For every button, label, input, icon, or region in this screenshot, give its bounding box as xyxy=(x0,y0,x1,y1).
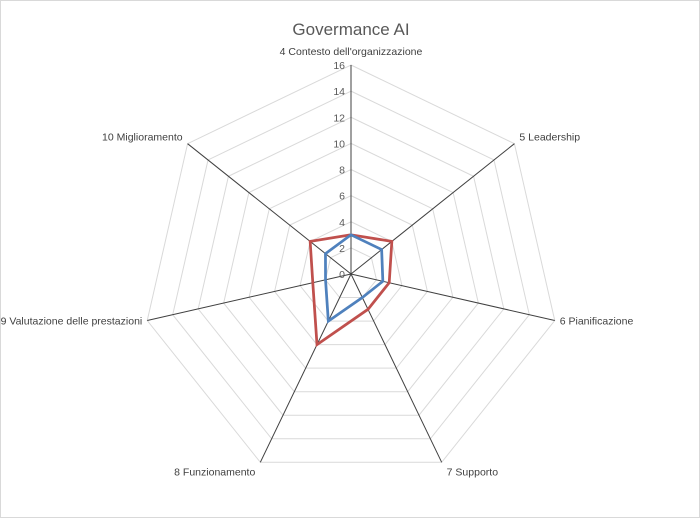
series-line-1 xyxy=(308,233,394,348)
category-label: 8 Funzionamento xyxy=(174,466,255,478)
gridline-ring xyxy=(248,168,454,369)
axis-spoke xyxy=(350,143,515,275)
category-label: 10 Miglioramento xyxy=(102,132,183,144)
category-label: 4 Contesto dell'organizzazione xyxy=(280,46,423,58)
axis-spoke xyxy=(350,273,443,463)
radial-tick-label: 12 xyxy=(333,112,345,124)
series-layer xyxy=(308,233,394,348)
radial-tick-label: 0 xyxy=(339,269,345,281)
tick-layer: 0 2 4 6 8 10 12 14 16 xyxy=(333,60,345,281)
axis-spoke xyxy=(147,273,352,321)
series-line-2 xyxy=(324,233,385,324)
gridline-ring xyxy=(197,116,505,416)
radial-tick-label: 2 xyxy=(339,243,345,255)
radial-tick-label: 14 xyxy=(333,86,345,98)
axis-layer xyxy=(147,65,555,463)
category-label: 9 Valutazione delle prestazioni xyxy=(1,316,142,328)
chart-title: Govermance AI xyxy=(292,20,410,39)
gridline-ring xyxy=(146,64,556,463)
gridline-ring xyxy=(274,195,428,346)
radial-tick-label: 8 xyxy=(339,165,345,177)
radial-tick-label: 10 xyxy=(333,138,345,150)
axis-spoke xyxy=(259,273,352,463)
category-label: 7 Supporto xyxy=(447,466,499,478)
radial-tick-label: 4 xyxy=(339,217,345,229)
category-label-layer: 4 Contesto dell'organizzazione 5 Leadersh… xyxy=(1,46,633,478)
gridline-ring xyxy=(172,90,530,440)
gridline-ring xyxy=(324,247,378,299)
category-label: 6 Pianificazione xyxy=(560,316,634,328)
radial-tick-label: 6 xyxy=(339,191,345,203)
axis-spoke xyxy=(350,273,555,321)
grid-layer xyxy=(146,64,556,463)
gridline-ring xyxy=(223,142,479,393)
category-label: 5 Leadership xyxy=(519,132,580,144)
radial-tick-label: 16 xyxy=(333,60,345,72)
axis-spoke xyxy=(187,143,352,275)
